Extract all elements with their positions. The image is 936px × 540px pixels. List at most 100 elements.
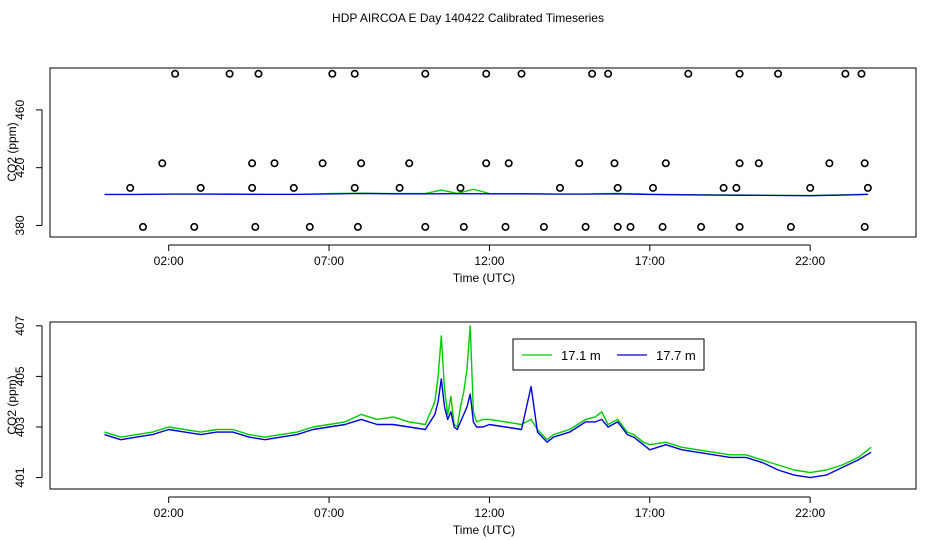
calibration-point: [732, 183, 741, 192]
calibration-point: [171, 69, 180, 78]
calibration-point: [357, 159, 366, 168]
legend: 17.1 m 17.7 m: [512, 338, 705, 371]
bottom-y-tick-label: 401: [13, 467, 27, 487]
calibration-point: [735, 159, 744, 168]
top-y-axis-label: CO2 (ppm): [5, 122, 19, 181]
calibration-point: [626, 222, 635, 231]
top-series-line-17-7-m: [104, 192, 868, 197]
calibration-point: [684, 69, 693, 78]
calibration-point: [539, 222, 548, 231]
calibration-point: [350, 69, 359, 78]
top-calibration-points: [126, 69, 872, 231]
calibration-point: [610, 159, 619, 168]
calibration-point: [661, 159, 670, 168]
top-y-tick-label: 380: [13, 215, 27, 235]
calibration-point: [648, 183, 657, 192]
top-x-tick-label: 17:00: [635, 254, 665, 268]
bottom-series-line-17-7-m: [104, 378, 872, 479]
calibration-point: [196, 183, 205, 192]
calibration-point: [248, 183, 257, 192]
calibration-point: [328, 69, 337, 78]
calibration-point: [863, 183, 872, 192]
top-y-axis: 380 420 460: [13, 100, 43, 235]
calibration-point: [139, 222, 148, 231]
calibration-point: [353, 222, 362, 231]
calibration-point: [225, 69, 234, 78]
legend-label-17-1m: 17.1 m: [561, 348, 601, 363]
calibration-point: [806, 183, 815, 192]
top-panel: 02:00 07:00 12:00 17:00 22:00 380 420 460 Time…: [5, 67, 917, 285]
top-y-tick-label: 420: [13, 157, 27, 177]
calibration-point: [581, 222, 590, 231]
calibration-point: [501, 222, 510, 231]
calibration-point: [289, 183, 298, 192]
calibration-point: [841, 69, 850, 78]
calibration-point: [735, 69, 744, 78]
calibration-point: [658, 222, 667, 231]
calibration-point: [251, 222, 260, 231]
calibration-point: [825, 159, 834, 168]
calibration-point: [126, 183, 135, 192]
calibration-point: [421, 69, 430, 78]
calibration-point: [405, 159, 414, 168]
calibration-point: [857, 69, 866, 78]
bottom-series-line-17-1-m: [104, 325, 872, 474]
calibration-point: [482, 69, 491, 78]
bottom-x-tick-label: 17:00: [635, 506, 665, 520]
bottom-x-axis-label: Time (UTC): [453, 523, 515, 537]
calibration-point: [305, 222, 314, 231]
calibration-point: [158, 159, 167, 168]
legend-label-17-7m: 17.7 m: [656, 348, 696, 363]
calibration-point: [248, 159, 257, 168]
calibration-point: [270, 159, 279, 168]
bottom-x-tick-label: 07:00: [314, 506, 344, 520]
bottom-y-tick-label: 403: [13, 417, 27, 437]
top-plot-frame: [49, 67, 917, 238]
calibration-point: [860, 222, 869, 231]
top-x-tick-label: 22:00: [795, 254, 825, 268]
calibration-point: [575, 159, 584, 168]
bottom-x-tick-label: 12:00: [474, 506, 504, 520]
bottom-series-lines: [104, 325, 872, 479]
legend-box: [512, 338, 705, 371]
calibration-point: [459, 222, 468, 231]
top-y-tick-label: 460: [13, 100, 27, 120]
top-x-tick-label: 07:00: [314, 254, 344, 268]
figure-title: HDP AIRCOA E Day 140422 Calibrated Times…: [332, 11, 604, 25]
calibration-point: [517, 69, 526, 78]
calibration-point: [786, 222, 795, 231]
calibration-point: [754, 159, 763, 168]
bottom-plot-frame: [49, 321, 917, 490]
calibration-point: [604, 69, 613, 78]
calibration-point: [421, 222, 430, 231]
top-x-axis-label: Time (UTC): [453, 271, 515, 285]
bottom-y-tick-label: 407: [13, 315, 27, 335]
calibration-point: [860, 159, 869, 168]
calibration-point: [482, 159, 491, 168]
calibration-point: [719, 183, 728, 192]
calibration-point: [318, 159, 327, 168]
bottom-panel: 02:00 07:00 12:00 17:00 22:00 401 403 405 407 T…: [5, 315, 917, 537]
top-series-lines: [104, 188, 868, 197]
top-x-axis: 02:00 07:00 12:00 17:00 22:00: [154, 244, 825, 268]
bottom-x-tick-label: 02:00: [154, 506, 184, 520]
calibration-point: [697, 222, 706, 231]
calibration-point: [190, 222, 199, 231]
calibration-point: [613, 183, 622, 192]
top-x-tick-label: 02:00: [154, 254, 184, 268]
calibration-point: [613, 222, 622, 231]
calibration-point: [504, 159, 513, 168]
calibration-point: [254, 69, 263, 78]
bottom-y-axis: 401 403 405 407: [13, 315, 43, 488]
bottom-y-tick-label: 405: [13, 366, 27, 386]
calibration-point: [555, 183, 564, 192]
calibration-point: [395, 183, 404, 192]
bottom-x-tick-label: 22:00: [795, 506, 825, 520]
calibration-point: [735, 222, 744, 231]
top-x-tick-label: 12:00: [474, 254, 504, 268]
calibration-point: [588, 69, 597, 78]
bottom-y-axis-label: CO2 (ppm): [5, 375, 19, 434]
calibration-point: [774, 69, 783, 78]
calibration-point: [456, 183, 465, 192]
